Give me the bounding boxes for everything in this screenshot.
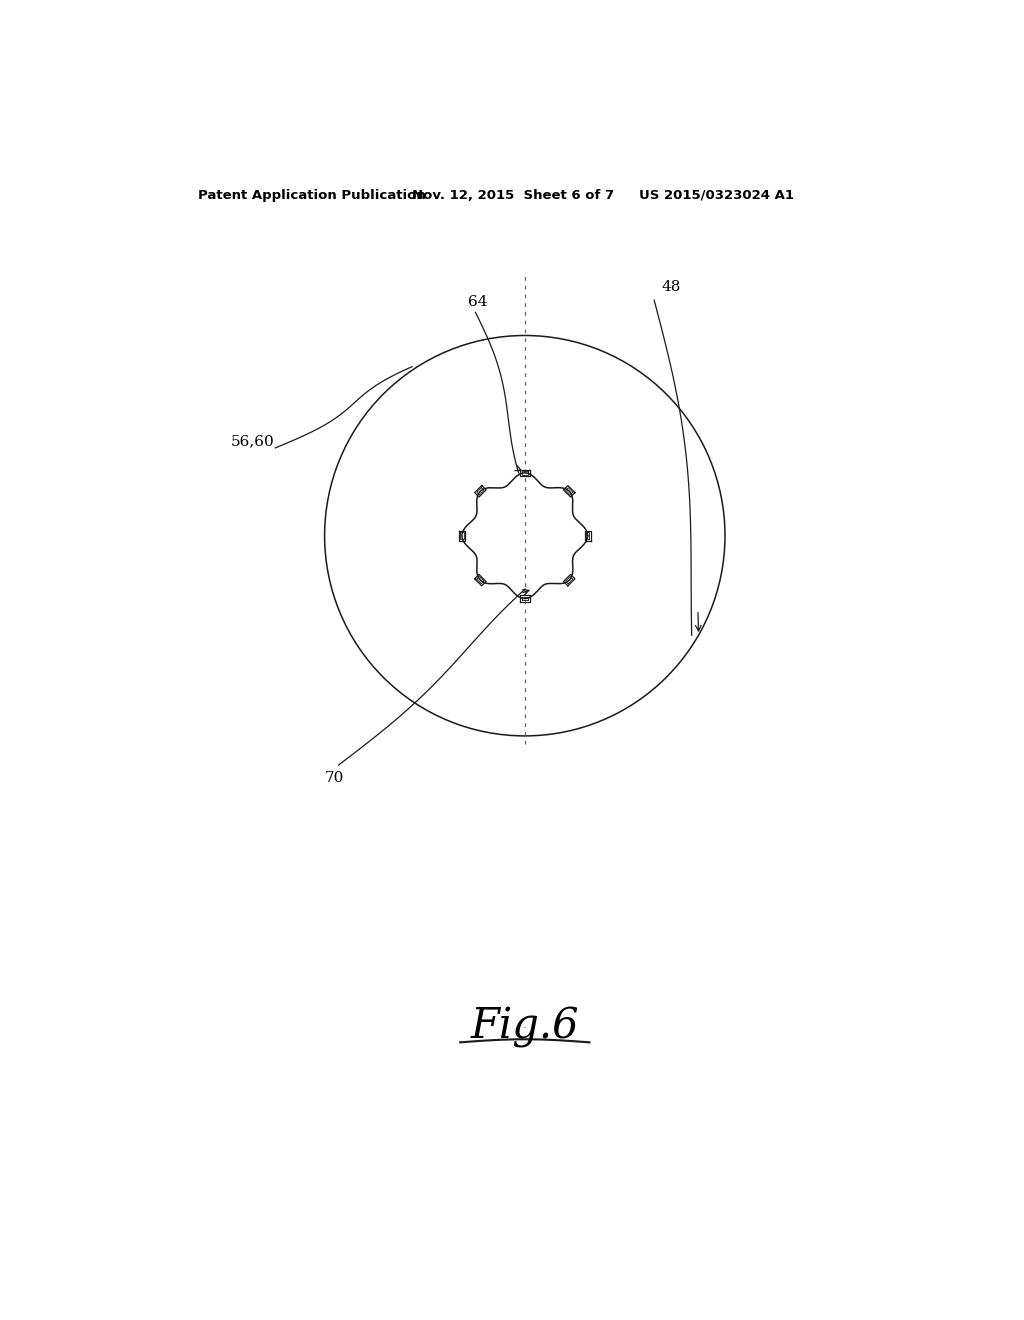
Text: 70: 70 [325,771,344,785]
Text: US 2015/0323024 A1: US 2015/0323024 A1 [639,189,794,202]
Text: Fig.6: Fig.6 [470,1006,580,1048]
Text: Patent Application Publication: Patent Application Publication [199,189,426,202]
Text: $\mathcal{F}$$ig.6$: $\mathcal{F}$$ig.6$ [522,1024,527,1030]
Text: 48: 48 [662,280,681,294]
Text: 56,60: 56,60 [230,434,274,447]
Text: 64: 64 [468,296,487,309]
Text: Nov. 12, 2015  Sheet 6 of 7: Nov. 12, 2015 Sheet 6 of 7 [412,189,613,202]
